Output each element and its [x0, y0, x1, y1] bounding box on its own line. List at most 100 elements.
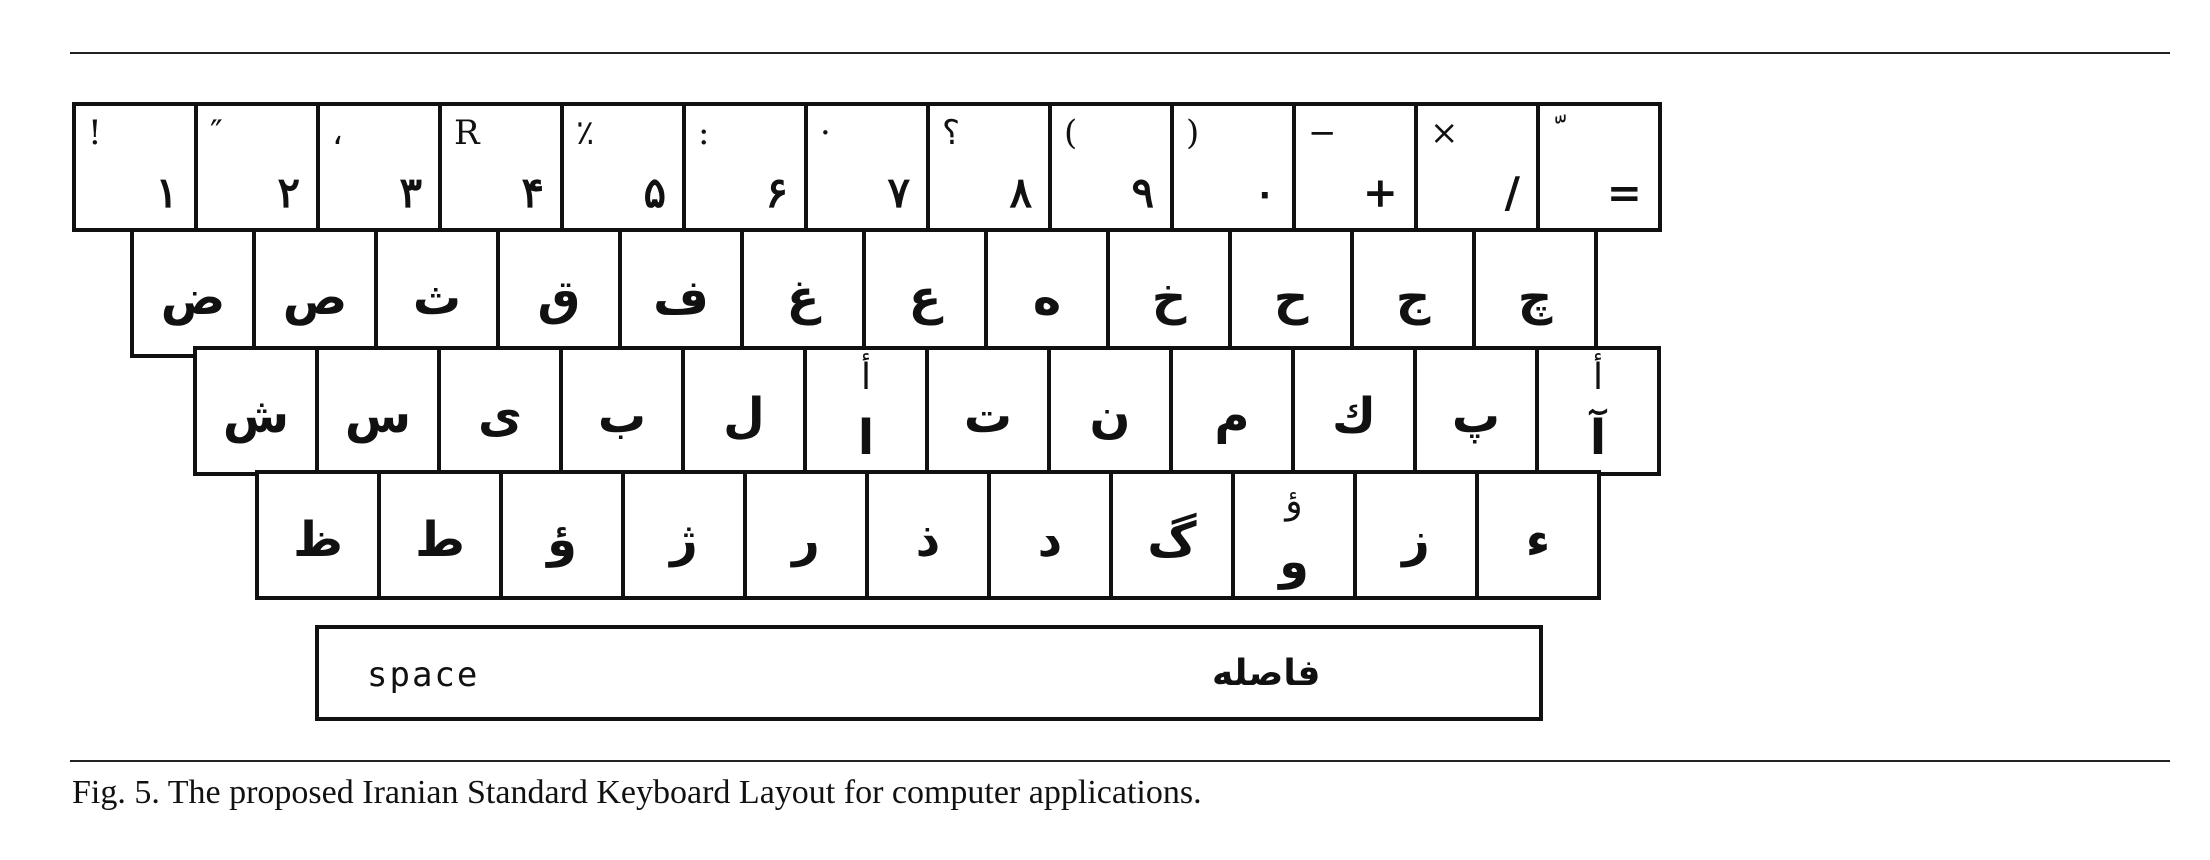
figure-caption: Fig. 5. The proposed Iranian Standard Ke… — [72, 774, 1202, 811]
key-base-label: + — [1362, 168, 1398, 217]
key-base-label: / — [1504, 168, 1520, 217]
key-shift-label: × — [1430, 113, 1459, 153]
key-r2-2[interactable]: ص — [252, 228, 378, 358]
key-base-label: ز — [1402, 512, 1430, 568]
key-r4-6[interactable]: ذ — [865, 470, 991, 600]
key-shift-label: ″ — [210, 113, 223, 153]
key-base-label: ۱ — [155, 168, 178, 217]
key-r4-11[interactable]: ء — [1475, 470, 1601, 600]
key-base-label: ذ — [915, 512, 941, 568]
key-base-label: ۴ — [521, 168, 544, 217]
key-r1-3[interactable]: ، ۳ — [316, 102, 442, 232]
key-base-label: ح — [1273, 270, 1309, 326]
key-base-label: ؤ — [547, 512, 577, 568]
key-base-label: ه — [1032, 270, 1062, 326]
key-base-label: ن — [1089, 388, 1131, 444]
key-shift-label: ٪ — [576, 113, 595, 153]
key-base-label: پ — [1451, 388, 1501, 444]
key-r1-6[interactable]: :۶ — [682, 102, 808, 232]
key-r4-4[interactable]: ژ — [621, 470, 747, 600]
key-base-label: س — [344, 388, 412, 444]
key-r2-10[interactable]: ح — [1228, 228, 1354, 358]
key-base-label: و — [1279, 534, 1309, 590]
key-r3-3[interactable]: ی — [437, 346, 563, 476]
key-r3-9[interactable]: م — [1169, 346, 1295, 476]
key-r1-1[interactable]: ! ۱ — [72, 102, 198, 232]
key-base-label: ط — [415, 512, 465, 568]
key-r1-9[interactable]: (۹ — [1048, 102, 1174, 232]
key-r1-7[interactable]: · ۷ — [804, 102, 930, 232]
key-r4-1[interactable]: ظ — [255, 470, 381, 600]
key-r4-3[interactable]: ؤ — [499, 470, 625, 600]
key-shift-label: · — [820, 113, 831, 153]
key-r2-8[interactable]: ه — [984, 228, 1110, 358]
key-r3-11[interactable]: پ — [1413, 346, 1539, 476]
key-r2-9[interactable]: خ — [1106, 228, 1232, 358]
key-r2-5[interactable]: ف — [618, 228, 744, 358]
key-r3-7[interactable]: ت — [925, 346, 1051, 476]
key-r3-4[interactable]: ب — [559, 346, 685, 476]
key-r1-13[interactable]: ّ= — [1536, 102, 1662, 232]
key-base-label: ف — [653, 270, 709, 326]
key-r1-12[interactable]: × / — [1414, 102, 1540, 232]
key-shift-label: أ — [860, 357, 871, 398]
key-r1-5[interactable]: ٪ ۵ — [560, 102, 686, 232]
key-base-label: آ — [1589, 410, 1607, 466]
key-r1-10[interactable]: ) ۰ — [1170, 102, 1296, 232]
key-base-label: خ — [1151, 270, 1187, 326]
key-shift-label: ) — [1186, 113, 1200, 153]
key-base-label: ث — [412, 270, 462, 326]
key-shift-label: : — [698, 113, 710, 153]
key-base-label: گ — [1147, 512, 1197, 568]
key-base-label: ۶ — [765, 168, 788, 217]
key-r4-10[interactable]: ز — [1353, 470, 1479, 600]
key-base-label: ق — [537, 270, 581, 326]
key-r3-2[interactable]: س — [315, 346, 441, 476]
key-r1-8[interactable]: ؟ ۸ — [926, 102, 1052, 232]
keyboard-layout: !۱″۲،۳R۴٪۵:۶·۷؟۸(۹)۰−+×/ّ= ضصثقفغعهخحجچ … — [72, 102, 1662, 721]
key-base-label: ۰ — [1253, 168, 1276, 217]
key-r3-8[interactable]: ن — [1047, 346, 1173, 476]
key-r3-10[interactable]: ك — [1291, 346, 1417, 476]
key-shift-label: − — [1308, 113, 1337, 153]
key-shift-label: R — [454, 113, 480, 153]
key-r4-7[interactable]: د — [987, 470, 1113, 600]
key-base-label: ع — [908, 270, 942, 326]
key-base-label: ا — [857, 410, 875, 466]
key-r4-5[interactable]: ر — [743, 470, 869, 600]
key-base-label: ت — [963, 388, 1013, 444]
key-r1-2[interactable]: ″ ۲ — [194, 102, 320, 232]
key-base-label: غ — [786, 270, 820, 326]
keyboard-row-1: !۱″۲،۳R۴٪۵:۶·۷؟۸(۹)۰−+×/ّ= — [72, 102, 1662, 232]
key-r2-1[interactable]: ض — [130, 228, 256, 358]
key-base-label: ۲ — [277, 168, 300, 217]
key-base-label: ۹ — [1131, 168, 1154, 217]
key-r4-8[interactable]: گ — [1109, 470, 1235, 600]
key-base-label: ژ — [670, 512, 698, 568]
key-r2-6[interactable]: غ — [740, 228, 866, 358]
key-r2-3[interactable]: ث — [374, 228, 500, 358]
space-label-english: space — [367, 655, 480, 695]
key-r2-12[interactable]: چ — [1472, 228, 1598, 358]
key-r1-11[interactable]: − + — [1292, 102, 1418, 232]
space-label-persian: فاصله — [1212, 653, 1321, 694]
key-r2-11[interactable]: ج — [1350, 228, 1476, 358]
key-base-label: ض — [160, 270, 226, 326]
key-base-label: = — [1606, 168, 1642, 217]
key-shift-label: ؟ — [942, 113, 961, 153]
key-base-label: ب — [597, 388, 647, 444]
key-base-label: ظ — [293, 512, 343, 568]
key-r4-2[interactable]: ط — [377, 470, 503, 600]
key-r2-4[interactable]: ق — [496, 228, 622, 358]
key-r2-7[interactable]: ع — [862, 228, 988, 358]
key-shift-label: أ — [1592, 357, 1603, 398]
key-r3-5[interactable]: ل — [681, 346, 807, 476]
space-bar-key[interactable]: space فاصله — [315, 625, 1543, 721]
key-r3-1[interactable]: ش — [193, 346, 319, 476]
